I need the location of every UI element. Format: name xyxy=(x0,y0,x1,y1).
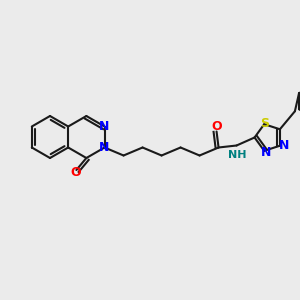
Text: NH: NH xyxy=(228,149,247,160)
Text: S: S xyxy=(260,117,269,130)
Text: O: O xyxy=(211,120,222,133)
Text: O: O xyxy=(70,167,81,179)
Text: N: N xyxy=(261,146,272,159)
Text: N: N xyxy=(99,120,110,133)
Text: N: N xyxy=(279,139,289,152)
Text: N: N xyxy=(99,141,110,154)
